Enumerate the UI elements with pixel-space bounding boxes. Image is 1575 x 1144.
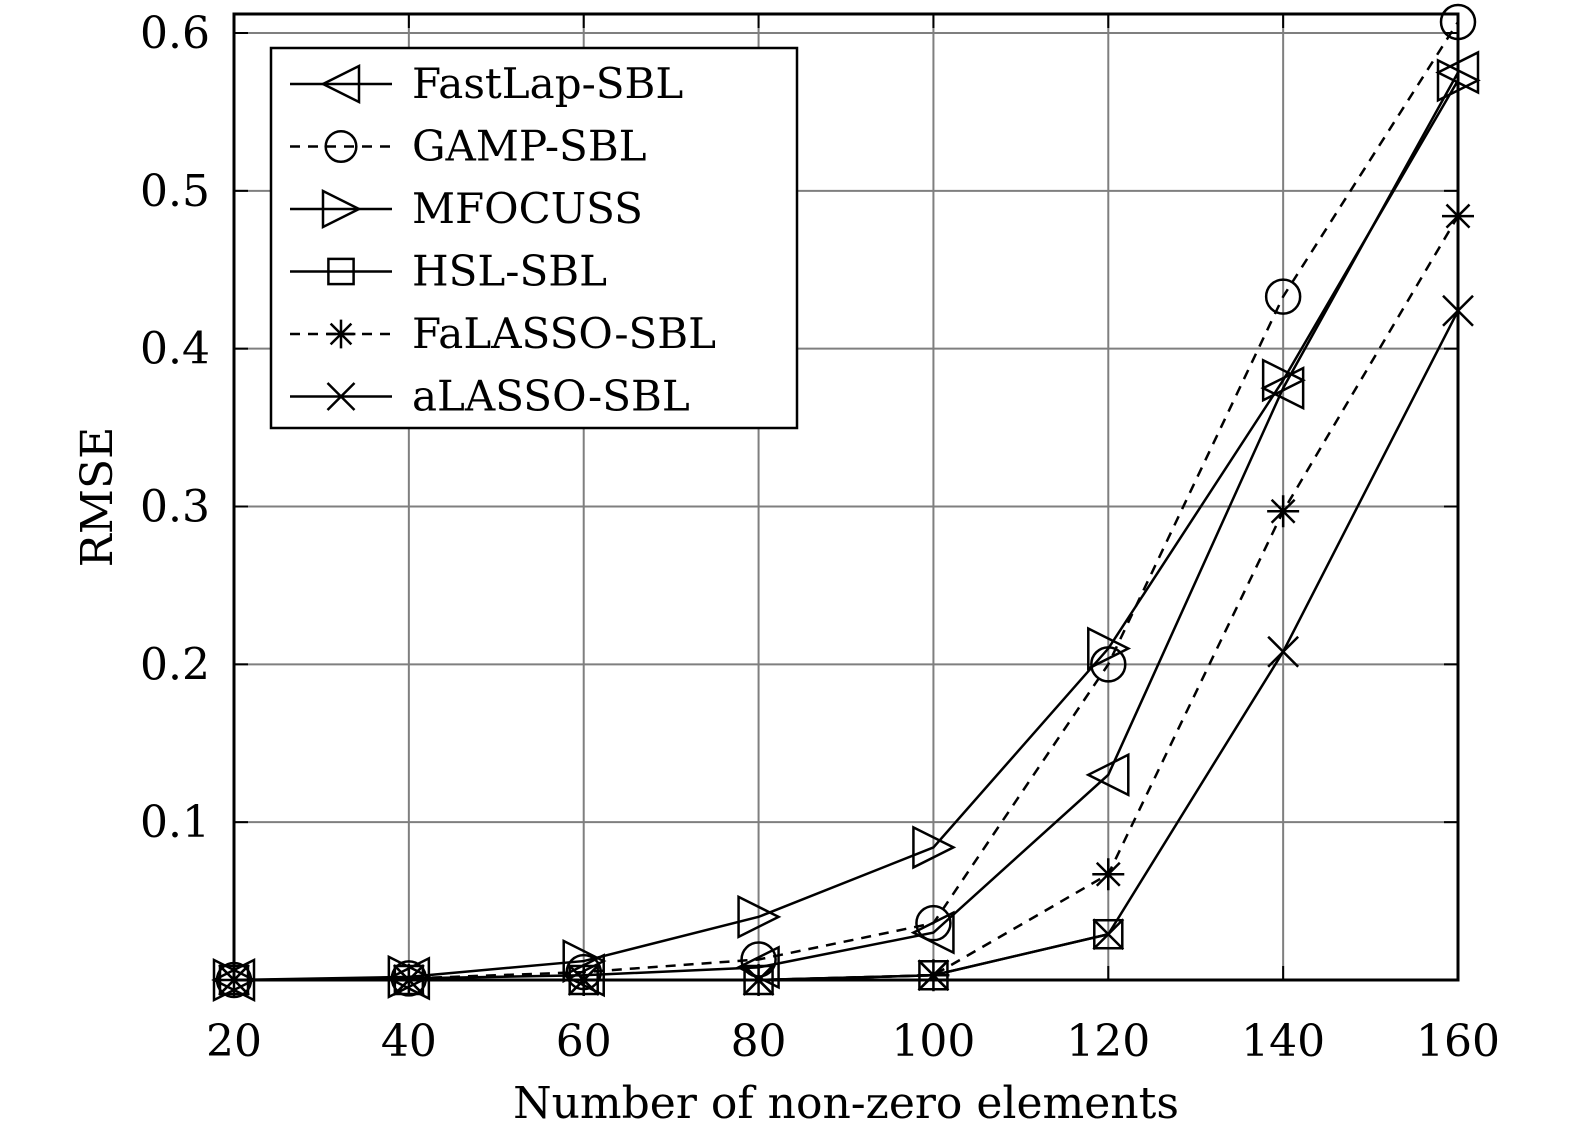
legend-item: FaLASSO-SBL: [290, 309, 716, 358]
triangle-right-marker: [1436, 58, 1481, 103]
asterisk-marker: [1442, 200, 1474, 233]
y-tick-label: 0.4: [140, 324, 210, 375]
circle-marker: [1439, 3, 1477, 41]
plot-frame: [232, 12, 1460, 982]
series-hsl-sbl: [218, 918, 1124, 996]
legend-label: FaLASSO-SBL: [412, 309, 716, 358]
legend-label: aLASSO-SBL: [412, 372, 690, 421]
legend-box: [269, 46, 799, 430]
legend-item: HSL-SBL: [290, 247, 607, 296]
series-line: [234, 933, 1109, 982]
x-tick-label: 40: [381, 1016, 437, 1067]
asterisk-marker: [326, 319, 356, 349]
x-tick-label: 160: [1416, 1016, 1500, 1067]
circle-marker: [915, 904, 952, 942]
triangle-right-marker: [737, 894, 782, 939]
y-axis-label: RMSE: [72, 427, 123, 567]
axes: 20 40 60 80 100 120 140 160 0.1 0.2 0.3 0.4 0.5 0.6: [140, 8, 1500, 1067]
x-tick-label: 60: [556, 1016, 612, 1067]
legend-item: FastLap-SBL: [290, 59, 683, 108]
x-tick-label: 100: [891, 1016, 975, 1067]
x-tick-label: 120: [1066, 1016, 1150, 1067]
series-line: [234, 310, 1460, 982]
x-tick-label: 80: [731, 1016, 787, 1067]
x-marker: [1267, 635, 1300, 668]
y-tick-label: 0.3: [140, 482, 210, 533]
x-marker: [1442, 294, 1474, 327]
triangle-right-marker: [912, 825, 957, 870]
legend-item: MFOCUSS: [290, 184, 643, 233]
triangle-left-marker: [1085, 752, 1130, 797]
circle-marker: [1264, 278, 1302, 315]
legend: FastLap-SBL GAMP-SBL MFOCUSS HSL-SBL FaLASSO…: [269, 46, 799, 430]
triangle-left-marker: [320, 63, 361, 105]
legend-label: HSL-SBL: [412, 247, 607, 296]
triangle-right-marker: [1261, 358, 1306, 403]
square-marker: [327, 257, 355, 286]
x-marker: [326, 382, 356, 411]
asterisk-marker: [1267, 495, 1300, 528]
square-marker: [1093, 918, 1124, 950]
legend-label: MFOCUSS: [412, 184, 643, 233]
triangle-right-marker: [1087, 626, 1132, 671]
legend-item: GAMP-SBL: [290, 122, 647, 171]
y-tick-label: 0.2: [140, 639, 210, 690]
legend-item: aLASSO-SBL: [290, 372, 690, 421]
x-tick-label: 20: [206, 1016, 262, 1067]
triangle-right-marker: [321, 188, 362, 230]
x-axis-label: Number of non-zero elements: [513, 1078, 1179, 1129]
x-tick-label: 140: [1241, 1016, 1325, 1067]
x-marker: [1092, 918, 1125, 951]
legend-label: GAMP-SBL: [412, 122, 647, 171]
legend-label: FastLap-SBL: [412, 59, 683, 108]
series-gamp-sbl: [215, 3, 1477, 999]
y-tick-label: 0.6: [140, 8, 210, 59]
y-tick-label: 0.1: [140, 797, 210, 848]
asterisk-marker: [1092, 858, 1125, 891]
series-line: [233, 79, 1460, 982]
circle-marker: [324, 129, 358, 164]
series-line: [233, 21, 1460, 982]
y-tick-label: 0.5: [140, 166, 210, 217]
